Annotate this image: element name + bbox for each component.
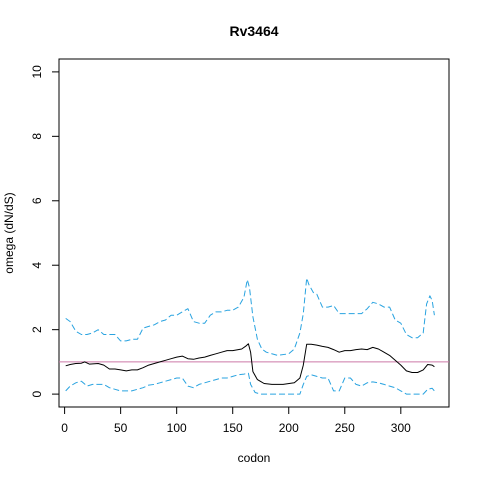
x-tick-label: 100 xyxy=(167,421,187,435)
plot-frame xyxy=(58,58,450,408)
series-line-lower-bound xyxy=(65,372,435,395)
x-tick-label: 50 xyxy=(114,421,128,435)
y-tick-label: 6 xyxy=(30,197,44,204)
x-tick-label: 200 xyxy=(279,421,299,435)
y-tick-label: 8 xyxy=(30,133,44,140)
x-tick-label: 250 xyxy=(335,421,355,435)
y-axis-label: omega (dN/dS) xyxy=(2,192,16,273)
x-tick-label: 300 xyxy=(391,421,411,435)
y-tick-label: 10 xyxy=(30,65,44,79)
chart-title: Rv3464 xyxy=(229,23,278,39)
series-line-upper-bound xyxy=(65,277,435,356)
series-layer xyxy=(65,277,435,395)
series-line-estimate xyxy=(65,343,435,385)
x-axis-label: codon xyxy=(238,451,271,465)
y-axis: 0 2 4 6 8 10 xyxy=(30,65,60,397)
x-axis: 0 50 100 150 200 250 300 xyxy=(61,406,411,435)
y-tick-label: 0 xyxy=(30,390,44,397)
x-tick-label: 0 xyxy=(61,421,68,435)
x-tick-label: 150 xyxy=(223,421,243,435)
y-tick-label: 4 xyxy=(30,262,44,269)
y-tick-label: 2 xyxy=(30,326,44,333)
